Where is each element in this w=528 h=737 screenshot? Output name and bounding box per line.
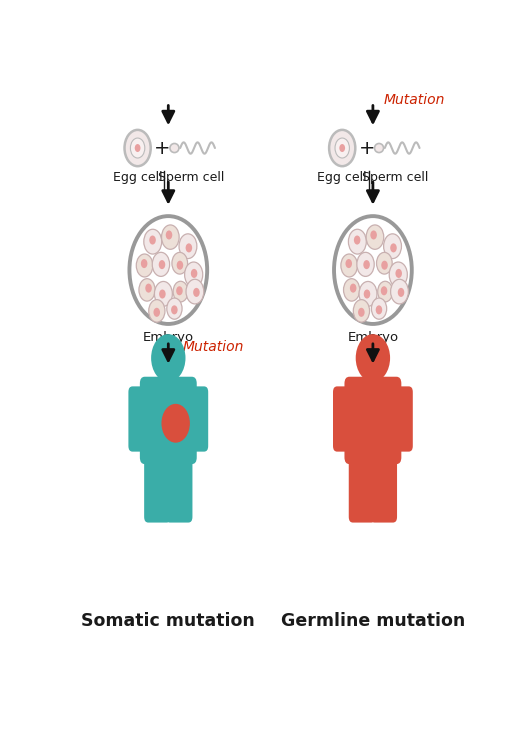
Text: Sperm cell: Sperm cell (158, 171, 224, 184)
Ellipse shape (170, 144, 179, 153)
Circle shape (185, 262, 203, 287)
FancyBboxPatch shape (144, 446, 171, 523)
Circle shape (395, 269, 402, 278)
Circle shape (398, 288, 404, 297)
Circle shape (350, 284, 356, 293)
Circle shape (176, 286, 183, 296)
Circle shape (366, 225, 384, 249)
Circle shape (344, 279, 360, 301)
Circle shape (145, 284, 152, 293)
Circle shape (357, 252, 374, 276)
Circle shape (166, 231, 172, 240)
Circle shape (389, 262, 407, 287)
Circle shape (193, 288, 200, 297)
Circle shape (191, 269, 197, 278)
Circle shape (381, 261, 388, 270)
Circle shape (363, 260, 370, 269)
Circle shape (345, 259, 352, 268)
Circle shape (151, 334, 185, 382)
Text: Embryo: Embryo (143, 332, 194, 344)
Circle shape (162, 405, 189, 442)
Text: +: + (154, 139, 171, 158)
Circle shape (335, 138, 350, 158)
FancyBboxPatch shape (128, 386, 148, 452)
Text: Somatic mutation: Somatic mutation (81, 612, 255, 630)
Circle shape (384, 234, 401, 259)
Circle shape (159, 260, 165, 269)
Circle shape (141, 259, 147, 268)
Circle shape (177, 261, 183, 270)
Circle shape (171, 305, 177, 315)
Circle shape (154, 308, 160, 317)
FancyBboxPatch shape (333, 386, 353, 452)
Text: Embryo: Embryo (347, 332, 399, 344)
FancyBboxPatch shape (188, 386, 208, 452)
Circle shape (353, 300, 370, 322)
Circle shape (139, 279, 155, 301)
FancyBboxPatch shape (140, 377, 197, 464)
Text: +: + (359, 139, 375, 158)
Circle shape (356, 334, 390, 382)
Circle shape (152, 252, 169, 276)
Circle shape (149, 300, 165, 322)
Circle shape (390, 243, 397, 253)
Circle shape (136, 254, 153, 277)
Circle shape (135, 144, 140, 152)
Circle shape (130, 138, 145, 158)
FancyBboxPatch shape (393, 386, 413, 452)
Circle shape (381, 286, 388, 296)
Text: Mutation: Mutation (383, 93, 445, 107)
Text: Egg cell: Egg cell (317, 171, 367, 184)
Circle shape (378, 282, 393, 302)
Circle shape (348, 229, 366, 254)
Circle shape (376, 305, 382, 315)
Circle shape (154, 282, 172, 307)
Circle shape (149, 236, 156, 245)
Circle shape (334, 216, 412, 324)
Circle shape (159, 290, 166, 298)
Circle shape (358, 308, 365, 317)
FancyBboxPatch shape (166, 446, 192, 523)
Ellipse shape (374, 144, 383, 153)
Circle shape (162, 225, 179, 249)
Circle shape (179, 234, 197, 259)
Circle shape (172, 252, 187, 274)
Circle shape (125, 130, 150, 166)
Circle shape (329, 130, 355, 166)
Circle shape (341, 254, 357, 277)
Circle shape (364, 290, 370, 298)
Circle shape (167, 298, 182, 319)
Text: Mutation: Mutation (183, 340, 244, 354)
Circle shape (391, 279, 408, 304)
Circle shape (186, 279, 204, 304)
Circle shape (173, 282, 188, 302)
Circle shape (354, 236, 361, 245)
FancyBboxPatch shape (349, 446, 375, 523)
Text: Sperm cell: Sperm cell (362, 171, 429, 184)
Circle shape (370, 231, 377, 240)
Circle shape (371, 298, 386, 319)
FancyBboxPatch shape (371, 446, 397, 523)
Text: Egg cell: Egg cell (113, 171, 163, 184)
Circle shape (186, 243, 192, 253)
FancyBboxPatch shape (344, 377, 401, 464)
Circle shape (359, 282, 377, 307)
Circle shape (144, 229, 162, 254)
Circle shape (340, 144, 345, 152)
Circle shape (376, 252, 392, 274)
Text: Germline mutation: Germline mutation (281, 612, 465, 630)
Circle shape (129, 216, 207, 324)
